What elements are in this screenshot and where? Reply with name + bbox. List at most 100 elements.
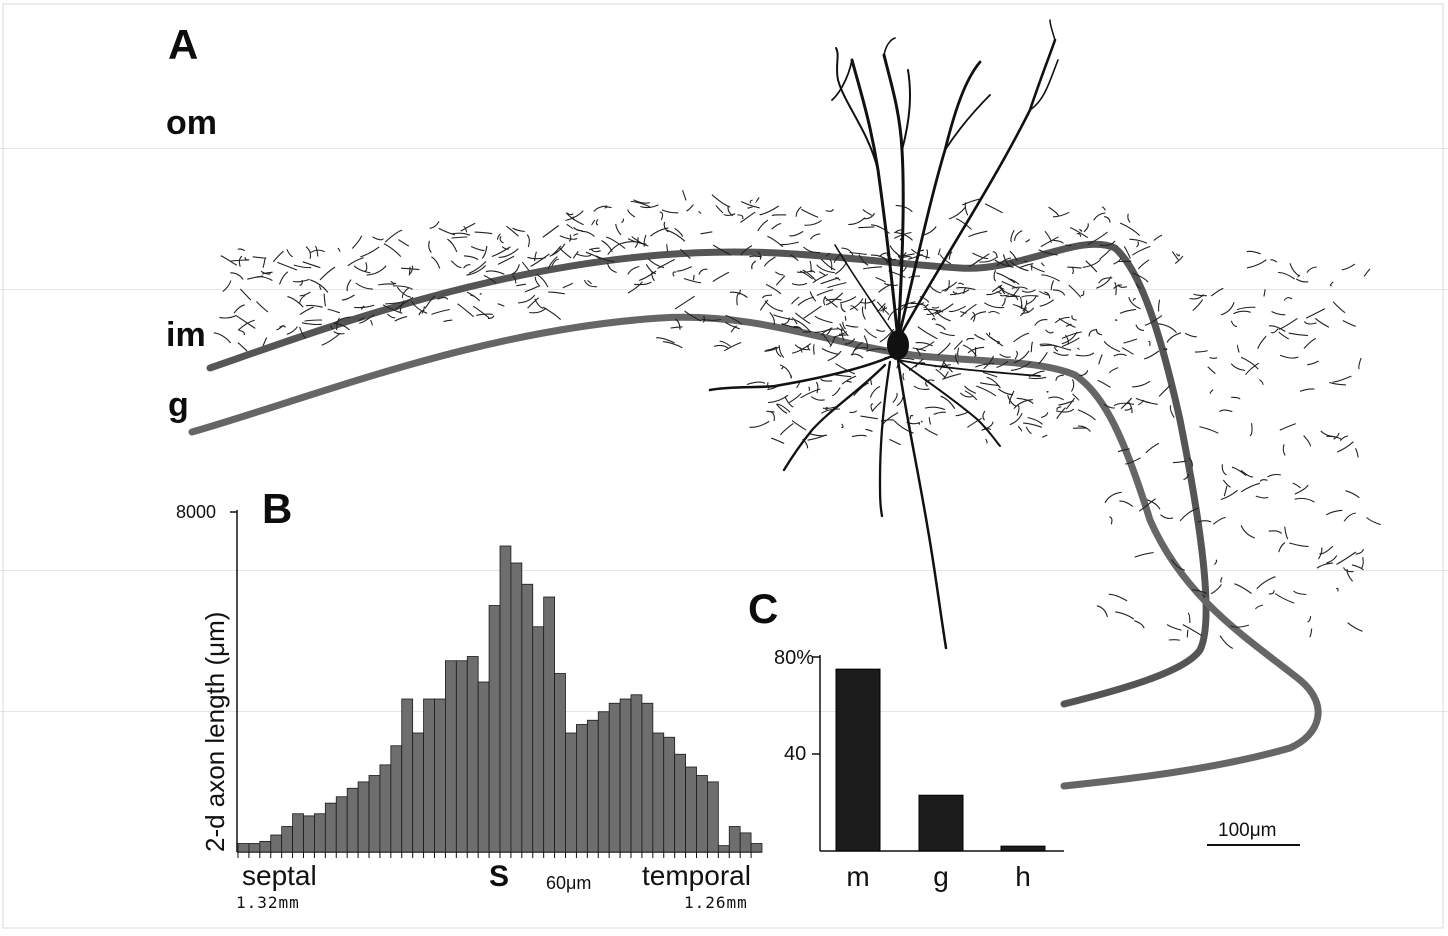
axon-segment — [1234, 583, 1252, 594]
axon-segment — [364, 262, 368, 273]
axon-segment — [967, 417, 982, 428]
axon-segment — [814, 315, 833, 324]
axon-segment — [411, 301, 428, 314]
axon-segment — [814, 327, 833, 333]
axon-segment — [923, 303, 929, 308]
axon-segment — [559, 235, 578, 240]
axon-segment — [766, 410, 775, 413]
axon-segment — [727, 205, 734, 217]
axon-segment — [1113, 402, 1135, 407]
axon-segment — [542, 306, 562, 321]
axon-segment — [366, 265, 387, 276]
axon-segment — [1010, 229, 1015, 243]
axon-segment — [768, 394, 789, 404]
axon-segment — [337, 247, 341, 253]
cell-soma — [887, 330, 909, 360]
axon-segment — [982, 371, 998, 378]
axon-segment — [1019, 307, 1027, 317]
axon-segment — [573, 226, 583, 232]
dendrite-branch — [896, 60, 982, 342]
axon-segment — [1040, 344, 1054, 347]
axon-segment — [437, 297, 449, 300]
axon-segment — [952, 291, 958, 294]
axon-segment — [301, 322, 322, 326]
axon-segment — [935, 310, 951, 322]
axon-segment — [920, 249, 925, 252]
axon-segment — [1207, 366, 1216, 375]
inner-molecular-boundary — [206, 240, 1210, 708]
axon-segment — [986, 288, 1004, 296]
axon-segment — [485, 270, 505, 275]
axon-segment — [820, 258, 836, 271]
axon-segment — [802, 269, 817, 281]
axon-segment — [607, 242, 623, 255]
axon-segment — [1135, 324, 1145, 332]
axon-segment — [737, 214, 744, 220]
axon-segment — [955, 217, 972, 230]
axon-segment — [536, 273, 549, 288]
axon-segment — [964, 390, 978, 401]
axon-segment — [848, 217, 866, 226]
axon-segment — [279, 325, 286, 328]
axon-segment — [1132, 272, 1149, 283]
axon-segment — [318, 285, 322, 290]
panelB-bar — [565, 732, 577, 853]
axon-segment — [451, 232, 471, 236]
axon-segment — [1343, 512, 1356, 522]
panelB-bar — [586, 719, 599, 853]
axon-segment — [530, 253, 550, 267]
panelB-bar — [510, 562, 523, 853]
layer-label-om: om — [166, 104, 217, 142]
axon-segment — [835, 277, 841, 281]
axon-segment — [816, 264, 835, 274]
axon-segment — [994, 259, 1014, 268]
panelB-bar — [314, 813, 326, 853]
axon-segment — [1046, 390, 1049, 393]
axon-segment — [1303, 435, 1312, 447]
axon-segment — [1345, 490, 1360, 499]
axon-segment — [991, 284, 1003, 293]
axon-segment — [634, 281, 652, 286]
axon-segment — [725, 314, 743, 325]
axon-segment — [964, 385, 977, 394]
axon-segment — [931, 317, 936, 321]
axon-segment — [776, 403, 788, 414]
panelB-bar — [379, 764, 392, 853]
axon-segment — [299, 326, 307, 339]
axon-segment — [846, 380, 852, 383]
axon-segment — [1257, 335, 1267, 350]
axon-segment — [1071, 315, 1077, 321]
axon-segment — [1201, 594, 1206, 598]
axon-segment — [1077, 425, 1091, 432]
axon-segment — [463, 255, 479, 260]
axon-segment — [1099, 240, 1116, 247]
axon-segment — [778, 345, 785, 358]
axon-segment — [821, 408, 840, 414]
axon-segment — [323, 293, 327, 307]
axon-segment — [953, 340, 963, 350]
dendrite-branch — [1029, 59, 1059, 111]
axon-segment — [1278, 271, 1296, 280]
axon-segment — [1171, 251, 1179, 261]
axon-segment — [1021, 307, 1035, 315]
axon-segment — [292, 278, 310, 283]
axon-segment — [957, 282, 965, 286]
axon-segment — [1209, 356, 1218, 359]
scan-line — [0, 148, 1448, 149]
axon-segment — [1098, 277, 1113, 284]
axon-segment — [875, 276, 886, 283]
panelB-bar — [488, 605, 501, 853]
axon-segment — [893, 420, 914, 434]
axon-segment — [640, 204, 659, 209]
axon-segment — [1041, 434, 1048, 438]
axon-segment — [1065, 323, 1072, 327]
axon-segment — [1307, 360, 1319, 366]
axon-segment — [949, 289, 970, 296]
axon-segment — [771, 223, 782, 230]
dendrite-branch — [897, 359, 1041, 377]
axon-segment — [551, 245, 562, 256]
axon-segment — [588, 247, 600, 251]
axon-segment — [378, 283, 395, 286]
axon-segment — [516, 283, 526, 287]
axon-segment — [219, 314, 237, 319]
